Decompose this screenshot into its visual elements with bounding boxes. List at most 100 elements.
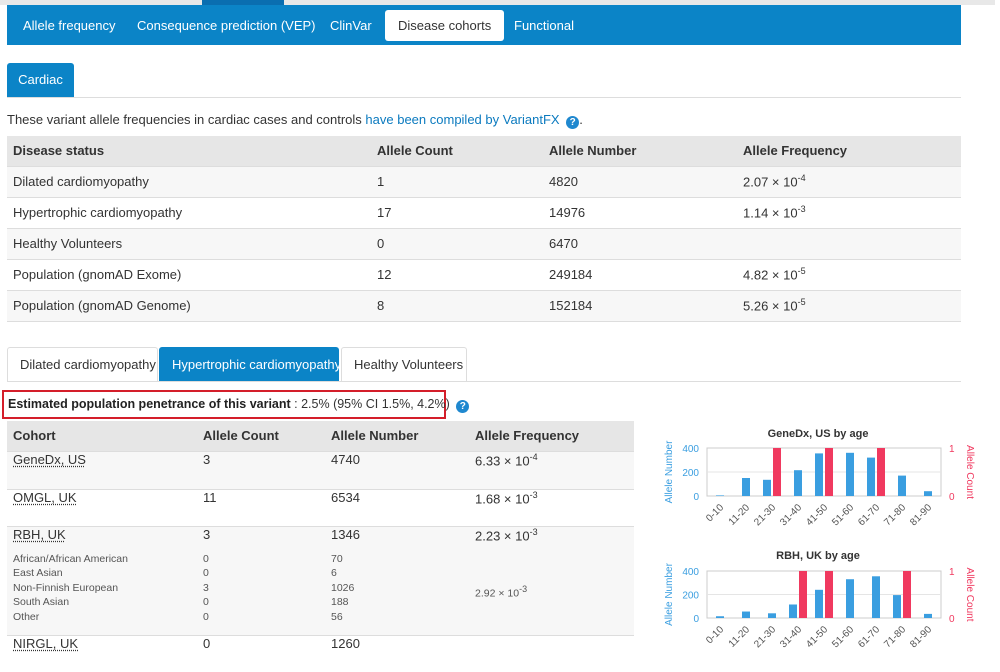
penetrance-label: Estimated population penetrance of this …: [8, 397, 291, 411]
ancestry-name: East Asian: [13, 567, 63, 579]
table-row: GeneDx, US 3 4740 6.33 × 10-4: [7, 450, 634, 489]
bar-allele-number: [742, 478, 750, 496]
variantfx-link[interactable]: have been compiled by VariantFX: [365, 112, 560, 127]
allele-count-cell: 11: [197, 488, 325, 526]
allele-frequency-cell: 1.14 × 10-3: [737, 196, 961, 228]
x-tick-label: 71-80: [882, 624, 908, 650]
bar-allele-number: [893, 595, 901, 618]
bar-allele-number: [898, 475, 906, 496]
cohort-link[interactable]: RBH, UK: [13, 526, 66, 542]
top-edge-accent: [202, 0, 284, 5]
frequency-exponent: -3: [529, 489, 538, 500]
y-tick-label: 0: [693, 492, 699, 503]
allele-count-value: 3: [203, 526, 211, 542]
y-tick-label: 400: [682, 444, 699, 455]
allele-number-value: 1346: [331, 526, 360, 542]
bar-allele-count: [825, 571, 833, 618]
y-tick-label: 200: [682, 591, 699, 602]
bar-allele-number: [815, 453, 823, 496]
ancestry-name: Non-Finnish European: [13, 581, 119, 594]
bar-allele-number: [716, 495, 724, 496]
ancestry-frequency: 2.92 × 10-3: [475, 582, 628, 600]
cohort-link[interactable]: GeneDx, US: [13, 451, 86, 467]
ancestry-name: Other: [13, 610, 40, 623]
y2-tick-label: 0: [949, 614, 955, 625]
x-tick-label: 0-10: [704, 624, 726, 646]
intro-label: These variant allele frequencies in card…: [7, 112, 366, 127]
bar-allele-count: [903, 571, 911, 618]
bar-allele-number: [872, 576, 880, 618]
ancestry-number: 6: [331, 567, 337, 579]
allele-count-cell: 12: [371, 258, 543, 290]
table-header-row: Cohort Allele Count Allele Number Allele…: [7, 421, 634, 451]
column-header: Allele Count: [197, 421, 325, 451]
table-row: Healthy Volunteers 0 6470: [7, 227, 961, 259]
frequency-base: 6.33 × 10: [475, 452, 530, 468]
allele-number-cell: 6534: [325, 488, 469, 526]
x-tick-label: 61-70: [856, 624, 882, 650]
allele-number-cell: 4820: [543, 165, 737, 197]
ancestry-number: 188: [331, 596, 349, 608]
allele-frequency-cell: 4.82 × 10-5: [737, 258, 961, 290]
disease-status-cell: Population (gnomAD Exome): [7, 258, 371, 290]
ancestry-count: 0: [203, 567, 209, 579]
tab-clinvar[interactable]: ClinVar: [330, 18, 372, 33]
subtab-dilated-cardiomyopathy[interactable]: Dilated cardiomyopathy: [7, 347, 158, 382]
column-header: Allele Count: [371, 136, 543, 166]
allele-frequency-cell: 1.68 × 10-3: [469, 488, 634, 526]
disease-status-table: Disease status Allele Count Allele Numbe…: [7, 136, 961, 322]
frequency-base: 2.23 × 10: [475, 527, 530, 543]
table-row: Population (gnomAD Exome) 12 249184 4.82…: [7, 258, 961, 290]
bar-allele-number: [846, 579, 854, 618]
tab-disease-cohorts[interactable]: Disease cohorts: [385, 10, 505, 41]
allele-count-cell: 0: [371, 227, 543, 259]
allele-number-cell: 14976: [543, 196, 737, 228]
frequency-base: 2.92 × 10: [475, 587, 520, 600]
top-edge: [0, 0, 995, 5]
tab-functional[interactable]: Functional: [514, 18, 574, 33]
cohort-cell: OMGL, UK: [7, 488, 197, 526]
bar-allele-number: [794, 470, 802, 496]
tab-allele-frequency[interactable]: Allele frequency: [23, 18, 116, 33]
ancestry-number: 70: [331, 552, 343, 565]
bar-allele-number: [846, 452, 854, 496]
cohort-link[interactable]: NIRGL, UK: [13, 635, 79, 651]
ancestry-list: African/African American East Asian Non-…: [13, 552, 191, 625]
y2-tick-label: 1: [949, 444, 955, 455]
y-tick-label: 200: [682, 468, 699, 479]
frequency-exponent: -3: [797, 204, 806, 215]
bar-allele-number: [789, 604, 797, 618]
y2-axis-label: Allele Count: [964, 568, 975, 622]
tab-consequence-prediction[interactable]: Consequence prediction (VEP): [137, 18, 316, 33]
bar-allele-number: [763, 479, 771, 496]
tab-cardiac[interactable]: Cardiac: [7, 63, 74, 97]
help-icon[interactable]: ?: [566, 116, 580, 129]
allele-count-cell: 8: [371, 289, 543, 322]
bar-allele-count: [825, 448, 833, 496]
column-header: Cohort: [7, 421, 197, 451]
chart-title-genedx: GeneDx, US by age: [767, 428, 869, 440]
y2-axis-label: Allele Count: [964, 445, 975, 499]
divider: [7, 381, 961, 382]
cohort-cell: NIRGL, UK: [7, 634, 197, 665]
x-tick-label: 31-40: [778, 502, 804, 528]
column-header: Allele Number: [543, 136, 737, 166]
bar-allele-number: [716, 616, 724, 618]
subtab-hypertrophic-cardiomyopathy[interactable]: Hypertrophic cardiomyopathy: [159, 347, 341, 382]
ancestry-counts: 0 0 3 0 0: [203, 552, 319, 625]
intro-end: .: [579, 112, 583, 127]
allele-number-cell: 4740: [325, 450, 469, 489]
help-icon[interactable]: ?: [456, 400, 470, 413]
ancestry-frequencies: 2.92 × 10-3: [475, 553, 628, 626]
ancestry-count: 3: [203, 581, 209, 594]
bar-allele-number: [742, 611, 750, 618]
y-tick-label: 0: [693, 614, 699, 625]
table-row: Population (gnomAD Genome) 8 152184 5.26…: [7, 289, 961, 322]
allele-count-cell: 0: [197, 634, 325, 665]
subtab-healthy-volunteers[interactable]: Healthy Volunteers: [341, 347, 467, 382]
y-tick-label: 400: [682, 567, 699, 578]
disease-status-cell: Healthy Volunteers: [7, 227, 371, 259]
ancestry-count: 0: [203, 610, 209, 623]
x-tick-label: 51-60: [830, 624, 856, 650]
cohort-link[interactable]: OMGL, UK: [13, 489, 77, 505]
